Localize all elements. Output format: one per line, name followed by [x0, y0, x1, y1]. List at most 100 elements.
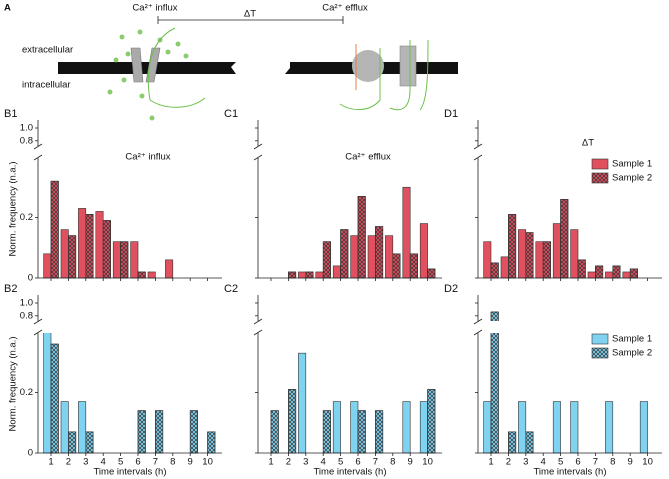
- x-tick-label: 4: [101, 457, 106, 468]
- bar-hatch: [270, 410, 279, 454]
- axis-break: [473, 143, 483, 161]
- bar: [402, 186, 411, 279]
- x-tick-label: 2: [506, 457, 511, 468]
- exchanger: [399, 45, 417, 87]
- axis-break: [253, 318, 263, 336]
- x-tick-label: 9: [628, 457, 633, 468]
- bar: [483, 241, 492, 279]
- bar: [483, 401, 492, 454]
- bar: [350, 235, 359, 279]
- y-tick-label: 0: [28, 448, 33, 459]
- arrow: [339, 39, 429, 111]
- x-tick-label: 10: [202, 457, 213, 468]
- legend-label: Sample 1: [612, 159, 652, 170]
- bar-hatch: [508, 214, 517, 279]
- bar: [552, 401, 561, 454]
- x-tick-label: 6: [575, 457, 580, 468]
- bar-hatch: [508, 431, 517, 454]
- bar: [402, 401, 411, 454]
- legend-label: Sample 2: [612, 348, 652, 359]
- bar: [43, 253, 52, 279]
- bar: [78, 208, 87, 279]
- bar: [95, 211, 104, 279]
- y-axis-label: Norm. frequency (n.a.): [8, 161, 19, 256]
- axis-break-gap: [254, 321, 442, 333]
- bar-hatch: [427, 268, 436, 279]
- bar: [518, 401, 527, 454]
- x-tick-label: 7: [153, 457, 158, 468]
- legend-label: Sample 2: [612, 173, 652, 184]
- bar-hatch: [542, 241, 551, 279]
- bar: [43, 323, 52, 454]
- panel-label: D1: [444, 108, 458, 120]
- x-tick-label: 8: [170, 457, 175, 468]
- bar-hatch: [207, 431, 216, 454]
- y-axis-label: Norm. frequency (n.a.): [8, 336, 19, 431]
- bar: [535, 241, 544, 279]
- axis-break: [33, 143, 43, 161]
- x-tick-label: 9: [188, 457, 193, 468]
- bar: [605, 401, 614, 454]
- axes: [477, 120, 662, 279]
- panel-label: B1: [4, 108, 17, 120]
- x-tick-label: 9: [408, 457, 413, 468]
- y-tick-label: 1.0: [20, 298, 33, 309]
- bar-hatch: [288, 271, 297, 279]
- y-tick-label: 1.0: [20, 123, 33, 134]
- bar-hatch: [50, 343, 59, 454]
- axis-break-gap: [34, 321, 222, 333]
- bar-hatch: [375, 410, 384, 454]
- bar-hatch: [490, 262, 499, 279]
- x-tick-label: 2: [66, 457, 71, 468]
- diagram: A Ca²⁺ influx Ca²⁺ efflux ΔT extracellul…: [4, 3, 458, 121]
- ions: [107, 29, 189, 121]
- x-axis-label: Time intervals (h): [313, 467, 386, 478]
- annotation: Ca²⁺ influx: [125, 152, 170, 163]
- pump: [352, 50, 384, 82]
- influx-label: Ca²⁺ influx: [132, 3, 177, 14]
- bar-hatch: [560, 199, 569, 279]
- channel: [145, 47, 161, 83]
- inside-label: intracellular: [22, 80, 71, 91]
- arrow: [147, 27, 206, 108]
- outside-label: extracellular: [22, 45, 73, 56]
- x-tick-label: 10: [422, 457, 433, 468]
- bar-hatch: [595, 265, 604, 279]
- x-tick-label: 4: [541, 457, 546, 468]
- legend-swatch-hatch: [592, 173, 608, 183]
- bar: [570, 229, 579, 279]
- bar-hatch: [525, 232, 534, 279]
- legend-label: Sample 1: [612, 334, 652, 345]
- bar-hatch: [525, 431, 534, 454]
- axis-break-gap: [474, 146, 662, 158]
- bar-hatch: [189, 410, 198, 454]
- y-tick-label: 0.2: [20, 387, 33, 398]
- bar-hatch: [357, 196, 366, 279]
- bar-hatch: [120, 241, 129, 279]
- x-tick-label: 8: [390, 457, 395, 468]
- annotation: Ca²⁺ efflux: [345, 152, 391, 163]
- bar: [552, 223, 561, 279]
- y-tick-label: 0.2: [20, 212, 33, 223]
- x-axis-label: Time intervals (h): [93, 467, 166, 478]
- efflux-label: Ca²⁺ efflux: [322, 3, 368, 14]
- y-tick-label: 0.8: [20, 135, 33, 146]
- bar-hatch: [375, 226, 384, 279]
- bar-hatch: [409, 253, 418, 279]
- axis-break: [253, 143, 263, 161]
- bar-hatch: [490, 311, 499, 454]
- bar-hatch: [322, 410, 331, 454]
- bar: [385, 235, 394, 279]
- bar: [622, 271, 631, 279]
- bar-hatch: [357, 410, 366, 454]
- x-tick-label: 5: [338, 457, 343, 468]
- panel-label: D2: [444, 283, 458, 295]
- bar: [605, 271, 614, 279]
- axis-break: [33, 318, 43, 336]
- bar-hatch: [68, 431, 77, 454]
- bar: [78, 401, 87, 454]
- bar-hatch: [322, 241, 331, 279]
- panel-label: A: [4, 3, 11, 14]
- bar: [419, 401, 428, 454]
- x-tick-label: 8: [610, 457, 615, 468]
